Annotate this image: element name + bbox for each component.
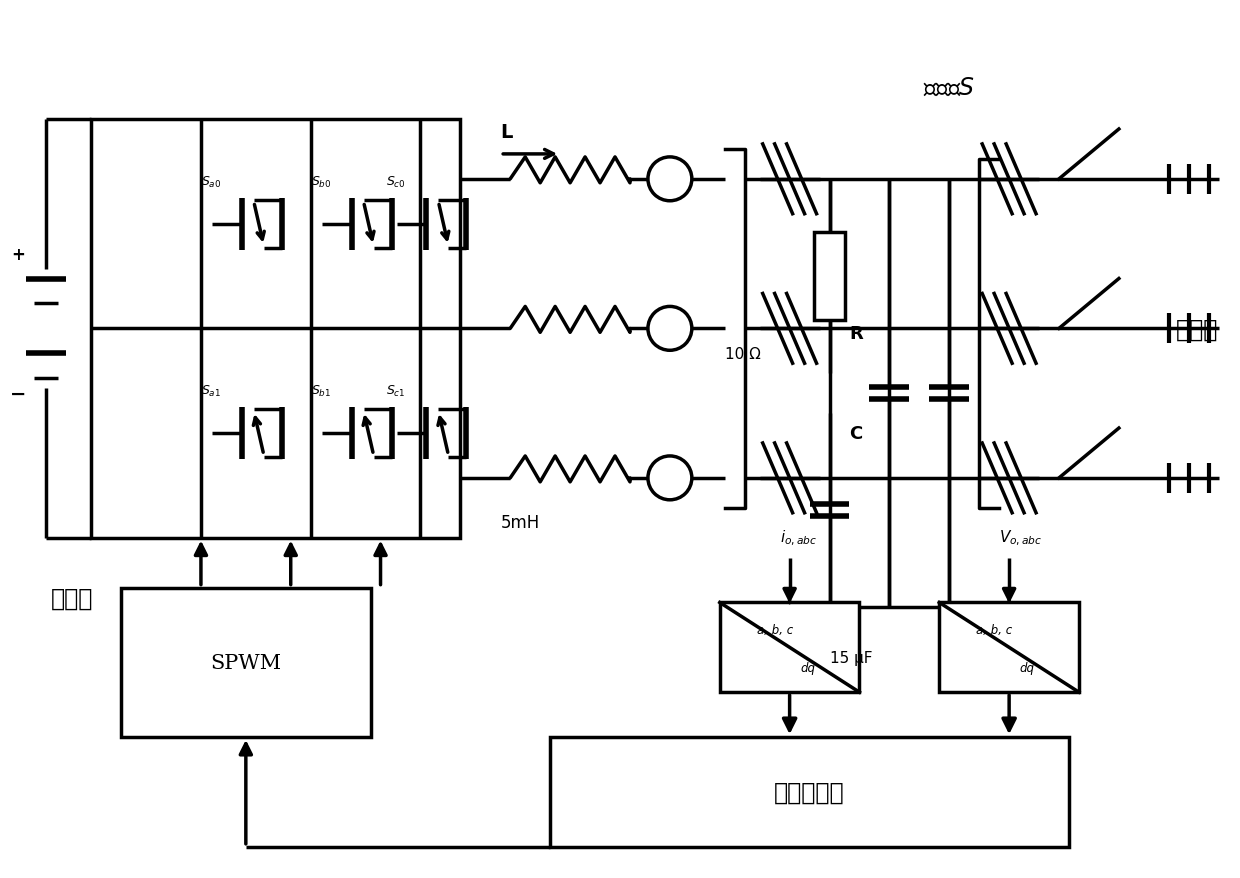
Text: 5mH: 5mH bbox=[500, 513, 539, 531]
Text: $S_{c0}$: $S_{c0}$ bbox=[386, 175, 405, 190]
Text: $S_{b0}$: $S_{b0}$ bbox=[311, 175, 331, 190]
Bar bbox=[551, 738, 1069, 846]
Text: $S_{c1}$: $S_{c1}$ bbox=[386, 384, 405, 399]
Text: dq: dq bbox=[800, 661, 815, 674]
Text: $S_{a0}$: $S_{a0}$ bbox=[201, 175, 221, 190]
Text: 交流侧: 交流侧 bbox=[1177, 317, 1219, 341]
Text: +: + bbox=[11, 245, 25, 263]
Text: $S_{b1}$: $S_{b1}$ bbox=[311, 384, 331, 399]
Text: L: L bbox=[500, 123, 512, 141]
Bar bbox=[813, 233, 846, 320]
Text: C: C bbox=[849, 425, 863, 443]
Text: $i_{o,abc}$: $i_{o,abc}$ bbox=[780, 528, 817, 547]
Text: −: − bbox=[10, 385, 26, 403]
Text: a, b, c: a, b, c bbox=[976, 623, 1012, 637]
Text: a, b, c: a, b, c bbox=[756, 623, 792, 637]
Text: 逆变器控制: 逆变器控制 bbox=[774, 780, 844, 804]
Bar bbox=[719, 603, 859, 693]
Text: 直流侧: 直流侧 bbox=[51, 586, 94, 610]
Bar bbox=[122, 588, 371, 738]
Text: 15 μF: 15 μF bbox=[830, 650, 872, 665]
Text: $V_{o,abc}$: $V_{o,abc}$ bbox=[999, 528, 1043, 547]
Text: dq: dq bbox=[1019, 661, 1034, 674]
Text: R: R bbox=[849, 325, 863, 343]
Bar bbox=[939, 603, 1079, 693]
Text: $S_{a1}$: $S_{a1}$ bbox=[201, 384, 221, 399]
Text: SPWM: SPWM bbox=[211, 653, 281, 672]
Text: 主开关$S$: 主开关$S$ bbox=[924, 76, 976, 100]
Bar bbox=[92, 120, 460, 538]
Text: 10 Ω: 10 Ω bbox=[724, 347, 760, 362]
